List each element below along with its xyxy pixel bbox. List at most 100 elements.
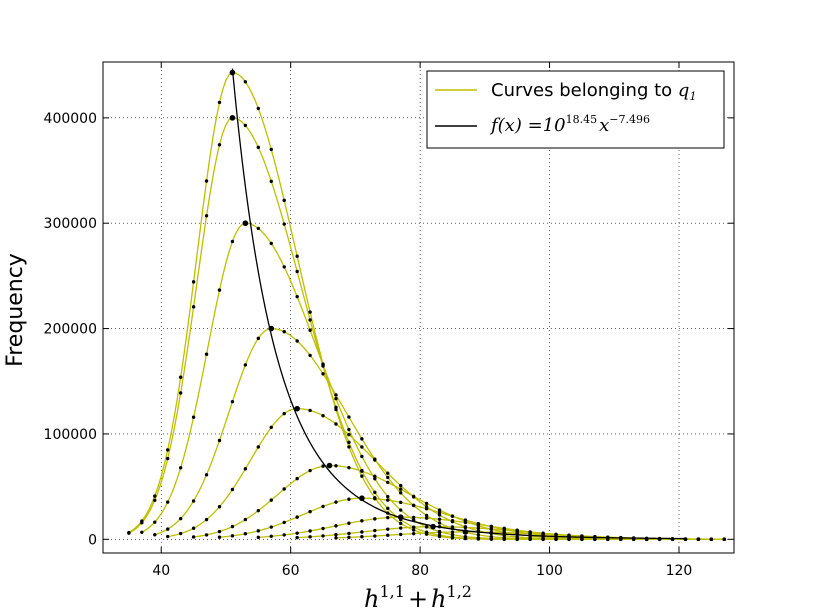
data-point — [386, 506, 390, 511]
data-point — [411, 518, 416, 522]
data-point — [204, 352, 209, 356]
data-point — [411, 525, 416, 529]
data-point — [450, 535, 455, 539]
data-point — [178, 531, 183, 536]
data-point — [373, 474, 377, 478]
data-point — [696, 537, 701, 541]
data-point — [424, 525, 429, 529]
data-point — [489, 524, 494, 529]
data-point — [256, 529, 261, 533]
peak-point — [462, 529, 469, 535]
data-point — [230, 487, 235, 492]
data-point — [373, 528, 377, 533]
data-point — [476, 530, 481, 534]
data-point — [256, 226, 261, 231]
data-point — [489, 530, 494, 534]
data-point — [204, 533, 209, 537]
data-point — [308, 310, 312, 314]
legend-entry-fit-x: x — [599, 115, 609, 136]
data-point — [386, 480, 390, 485]
data-point — [230, 239, 235, 244]
data-point — [360, 519, 364, 523]
data-point — [476, 536, 481, 540]
data-point — [217, 438, 222, 443]
peak-point — [294, 405, 300, 412]
y-axis-title: Frequency — [3, 253, 28, 367]
data-point — [256, 145, 261, 150]
data-point — [282, 265, 286, 269]
data-point — [424, 513, 429, 518]
data-point — [230, 399, 235, 404]
data-point — [386, 494, 390, 499]
data-point — [567, 533, 571, 538]
data-point — [282, 330, 286, 334]
data-point — [204, 214, 209, 218]
data-point — [360, 454, 364, 459]
data-point — [437, 524, 442, 529]
data-point — [386, 515, 390, 520]
data-point — [256, 106, 261, 111]
data-point — [269, 425, 273, 430]
data-point — [295, 535, 299, 540]
data-point — [334, 524, 338, 528]
data-point — [243, 363, 248, 367]
data-point — [450, 533, 455, 537]
data-point — [308, 353, 312, 358]
data-point — [191, 535, 196, 539]
family-curve-3 — [141, 222, 725, 540]
data-point — [683, 537, 688, 541]
data-point — [308, 509, 312, 514]
data-point — [644, 536, 649, 541]
data-point — [308, 328, 312, 332]
x-tick-label: 80 — [411, 563, 429, 579]
legend-entry-curves-math: q — [678, 80, 690, 101]
data-point — [360, 530, 364, 534]
data-point — [321, 534, 325, 538]
data-point — [554, 533, 558, 537]
x-tick-label: 60 — [282, 563, 300, 579]
data-point — [437, 510, 442, 515]
data-point — [334, 396, 338, 401]
data-point — [463, 525, 468, 530]
peak-point — [359, 495, 365, 502]
data-point — [204, 179, 209, 183]
data-point — [269, 147, 273, 152]
data-point — [360, 474, 364, 478]
data-point — [502, 528, 506, 532]
data-point — [411, 494, 416, 499]
data-point — [347, 427, 351, 432]
data-point — [230, 534, 235, 538]
data-point — [140, 530, 144, 534]
data-point — [360, 535, 364, 539]
data-point — [295, 269, 299, 274]
data-point — [502, 530, 506, 535]
data-point — [178, 516, 183, 521]
data-point — [243, 123, 248, 128]
data-point — [166, 527, 170, 531]
x-axis-title-plus: + — [408, 585, 428, 613]
fit-curve — [231, 68, 686, 540]
data-point — [606, 535, 610, 539]
data-point — [230, 524, 235, 529]
data-point — [269, 179, 273, 184]
data-point — [282, 411, 286, 416]
data-point — [386, 533, 390, 537]
data-point — [334, 422, 338, 426]
fit-group — [231, 68, 686, 540]
data-point — [437, 533, 442, 537]
data-point — [191, 280, 196, 284]
data-point — [217, 143, 222, 147]
data-point — [709, 537, 714, 541]
data-point — [308, 529, 312, 533]
data-point — [657, 536, 662, 541]
data-point — [269, 525, 273, 529]
data-point — [347, 415, 351, 419]
data-point — [437, 508, 442, 512]
data-point — [217, 529, 222, 534]
data-point — [282, 533, 286, 537]
data-point — [256, 336, 261, 341]
data-point — [334, 536, 338, 540]
data-point — [347, 465, 351, 470]
legend-box — [426, 70, 725, 149]
